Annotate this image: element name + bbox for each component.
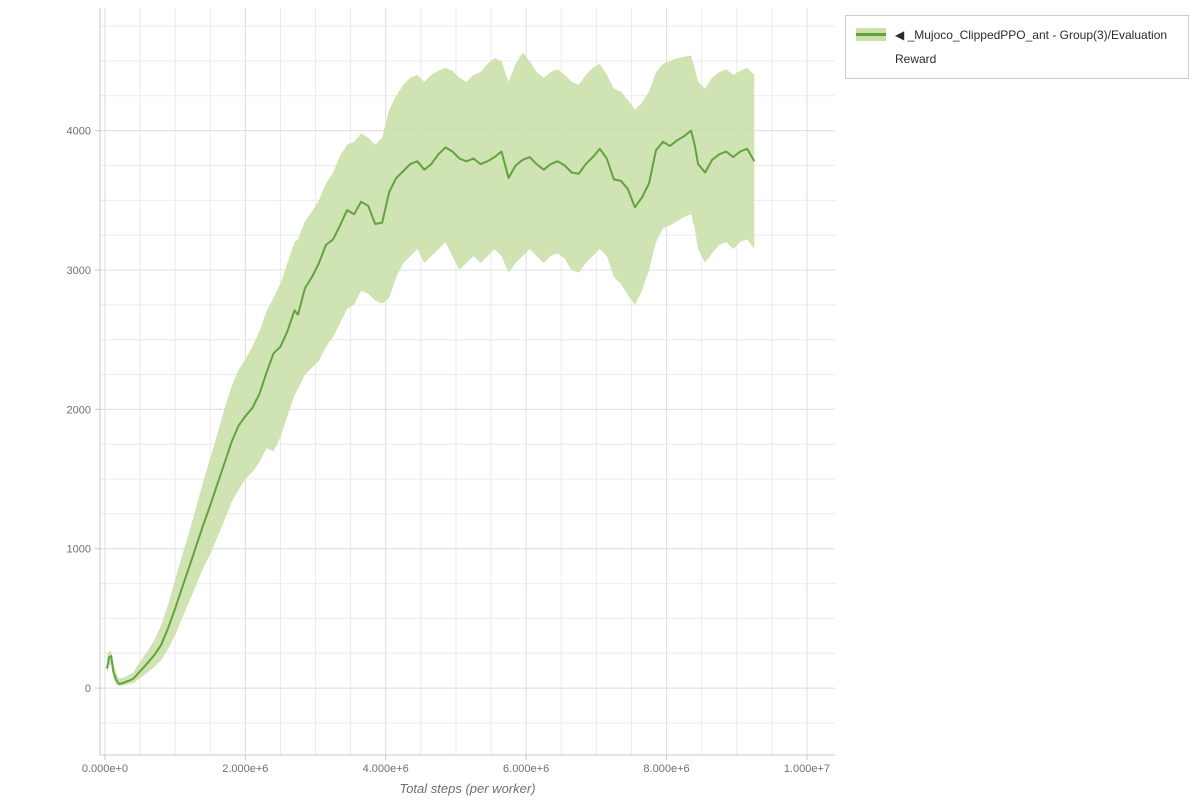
y-tick-label: 1000 (67, 544, 91, 556)
y-tick-label: 4000 (67, 126, 91, 138)
legend-swatch-band-icon (856, 28, 886, 41)
confidence-band (107, 52, 755, 687)
legend[interactable]: ◀ _Mujoco_ClippedPPO_ant - Group(3)/Eval… (845, 15, 1189, 79)
x-tick-label: 2.000e+6 (222, 763, 268, 775)
x-tick-label: 8.000e+6 (643, 763, 689, 775)
tick-labels: 0.000e+0 2.000e+6 4.000e+6 6.000e+6 8.000e+6… (67, 126, 830, 775)
x-tick-label: 0.000e+0 (82, 763, 128, 775)
legend-swatch-line-icon (856, 33, 886, 36)
axes (99, 8, 835, 756)
mean-line (106, 129, 756, 685)
x-tick-label: 1.000e+7 (784, 763, 830, 775)
x-tick-label: 6.000e+6 (503, 763, 549, 775)
x-tick-label: 4.000e+6 (363, 763, 409, 775)
legend-entry-label: ◀ _Mujoco_ClippedPPO_ant - Group(3)/Eval… (895, 28, 1168, 66)
x-axis-label: Total steps (per worker) (399, 781, 536, 796)
y-tick-label: 2000 (67, 404, 91, 416)
y-tick-label: 3000 (67, 265, 91, 277)
y-tick-label: 0 (85, 683, 91, 695)
